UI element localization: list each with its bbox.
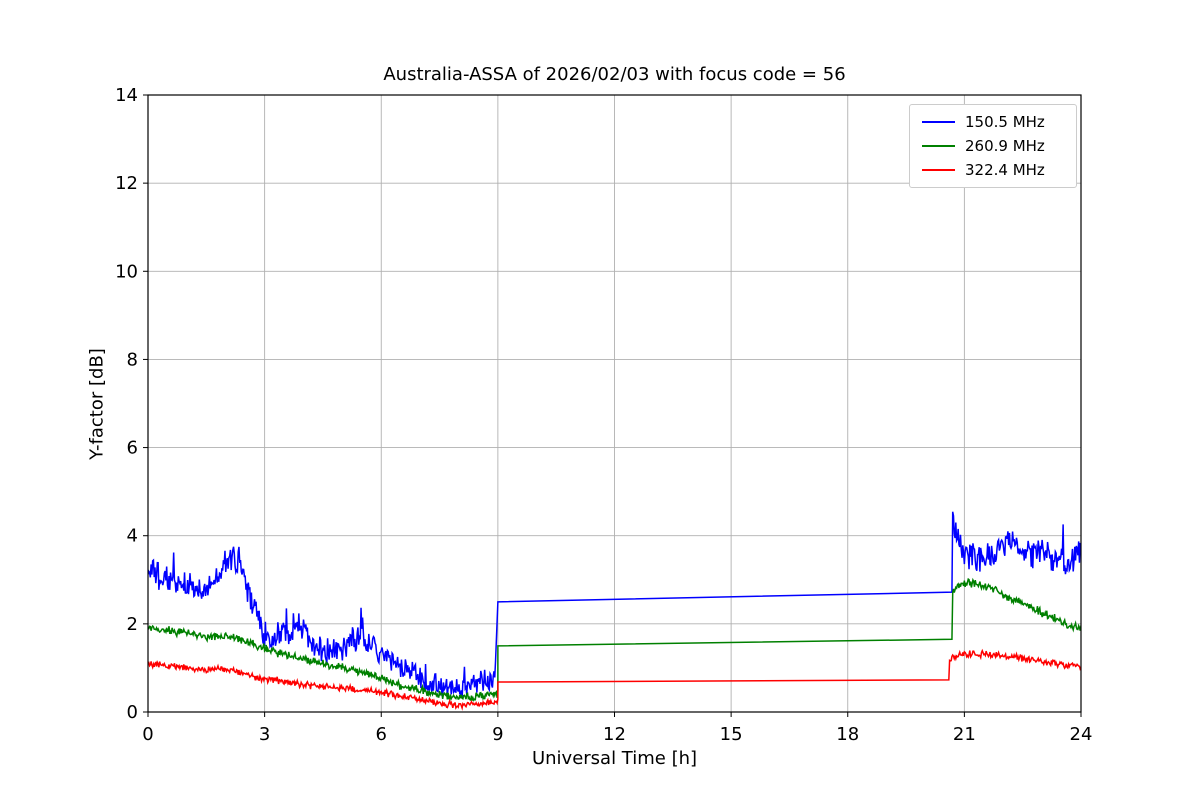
x-tick-label: 6 [376,724,387,745]
x-tick-label: 9 [492,724,503,745]
legend-item: 260.9 MHz [922,138,1064,154]
legend-line-sample [922,169,955,171]
x-tick-label: 12 [603,724,626,745]
x-tick-label: 18 [836,724,859,745]
legend-label: 322.4 MHz [965,161,1045,179]
series-line-150.5-mhz [148,511,1081,698]
y-tick-label: 6 [127,438,138,459]
x-tick-label: 24 [1070,724,1093,745]
legend-label: 260.9 MHz [965,137,1045,155]
legend-item: 322.4 MHz [922,162,1064,178]
legend-item: 150.5 MHz [922,114,1064,130]
y-tick-label: 4 [127,526,138,547]
x-tick-label: 0 [142,724,153,745]
x-axis-label: Universal Time [h] [531,748,698,769]
y-tick-label: 2 [127,614,138,635]
x-tick-label: 3 [259,724,270,745]
legend-line-sample [922,121,955,123]
y-tick-label: 0 [127,702,138,723]
y-tick-label: 8 [127,349,138,370]
series-line-260.9-mhz [148,577,1081,702]
y-tick-label: 14 [115,85,138,106]
legend-line-sample [922,145,955,147]
y-tick-label: 10 [115,261,138,282]
x-tick-label: 15 [720,724,743,745]
legend-label: 150.5 MHz [965,113,1045,131]
chart-title: Australia-ASSA of 2026/02/03 with focus … [383,64,846,85]
series-line-322.4-mhz [148,648,1081,711]
y-tick-label: 12 [115,173,138,194]
legend: 150.5 MHz 260.9 MHz 322.4 MHz [909,104,1077,188]
y-axis-label: Y-factor [dB] [86,348,108,460]
x-tick-label: 21 [953,724,976,745]
